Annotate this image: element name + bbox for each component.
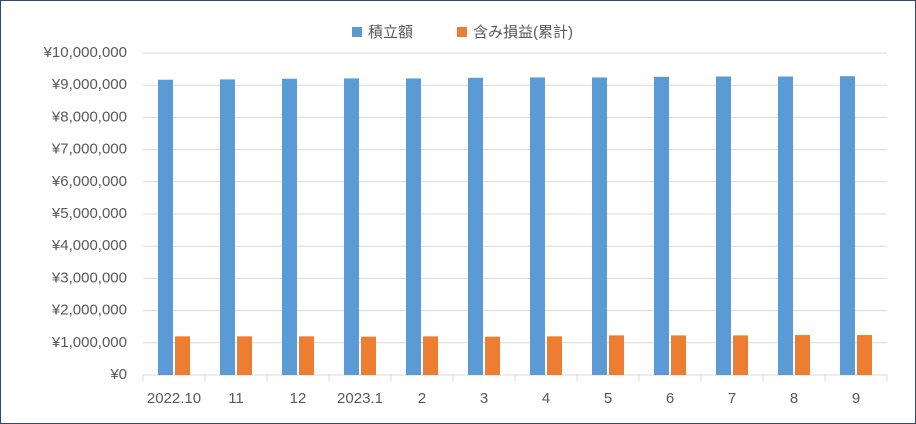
bar <box>361 336 376 375</box>
y-tick-label: ¥7,000,000 <box>51 141 127 158</box>
x-tick-label: 5 <box>604 390 612 407</box>
bar <box>778 76 793 376</box>
bar <box>237 336 252 375</box>
x-tick-label: 2023.1 <box>337 390 383 407</box>
legend-swatch <box>457 27 468 37</box>
bar <box>423 336 438 375</box>
bar <box>654 76 669 375</box>
bar <box>468 77 483 375</box>
bar <box>840 76 855 376</box>
x-tick-label: 2 <box>418 390 426 407</box>
legend-swatch <box>352 27 362 37</box>
bar <box>344 78 359 376</box>
x-tick-label: 7 <box>728 390 736 407</box>
bar <box>299 336 314 375</box>
y-tick-label: ¥6,000,000 <box>51 173 127 190</box>
x-tick-label: 4 <box>542 390 550 407</box>
y-tick-label: ¥2,000,000 <box>51 302 127 319</box>
x-tick-label: 6 <box>666 390 674 407</box>
x-tick-label: 12 <box>290 390 307 407</box>
bar <box>485 336 500 375</box>
x-tick-label: 8 <box>790 390 798 407</box>
y-tick-label: ¥1,000,000 <box>51 334 127 351</box>
bar <box>282 78 297 375</box>
bar <box>592 77 607 376</box>
y-tick-label: ¥0 <box>109 366 127 383</box>
bar <box>175 336 190 375</box>
bar <box>733 335 748 375</box>
y-tick-label: ¥5,000,000 <box>51 205 127 222</box>
x-tick-label: 3 <box>480 390 488 407</box>
bar <box>547 336 562 375</box>
bar <box>609 335 624 375</box>
bar <box>716 76 731 376</box>
y-tick-label: ¥3,000,000 <box>51 269 127 286</box>
bar <box>857 335 872 375</box>
y-tick-label: ¥10,000,000 <box>43 44 127 61</box>
bar <box>530 77 545 376</box>
y-tick-label: ¥8,000,000 <box>51 108 127 125</box>
legend-label: 含み損益(累計) <box>473 24 573 41</box>
bar <box>406 78 421 376</box>
bar <box>671 335 686 375</box>
bar <box>158 79 173 375</box>
x-tick-label: 11 <box>228 390 244 407</box>
legend-label: 積立額 <box>368 24 413 41</box>
y-tick-label: ¥9,000,000 <box>51 76 127 93</box>
x-tick-label: 2022.10 <box>147 390 201 407</box>
y-tick-label: ¥4,000,000 <box>51 237 127 254</box>
bar <box>795 335 810 375</box>
x-tick-label: 9 <box>852 390 860 407</box>
bar <box>220 79 235 376</box>
